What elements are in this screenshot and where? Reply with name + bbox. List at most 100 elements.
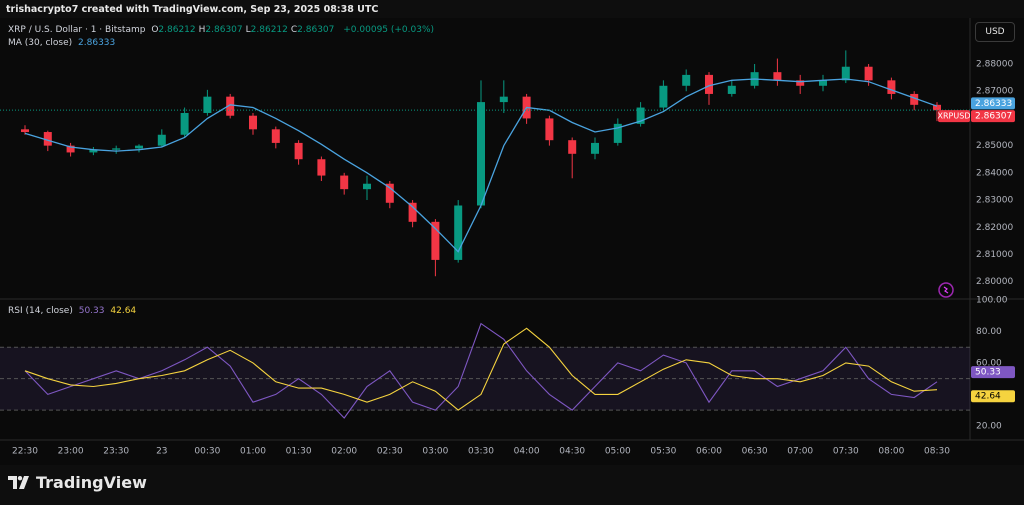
candle-body [499, 96, 508, 103]
symbol-legend: XRP / U.S. Dollar · 1 · Bitstamp O2.8621… [8, 25, 437, 35]
y-tick-label: 2.85000 [976, 141, 1013, 151]
candle-body [819, 80, 827, 86]
x-tick-label: 22:30 [12, 447, 38, 457]
y-tick-label: 60.00 [976, 358, 1002, 368]
y-tick-label: 80.00 [976, 327, 1002, 337]
ohlc-value: 2.86307 [205, 25, 243, 35]
candle-body [203, 96, 212, 113]
candle-body [568, 140, 577, 154]
candle-body [21, 129, 29, 133]
x-tick-label: 03:00 [422, 447, 448, 457]
y-tick-label: 100.00 [976, 296, 1008, 306]
candle-body [43, 132, 52, 146]
symbol: XRP / U.S. Dollar · 1 · Bitstamp [8, 25, 146, 35]
y-tick-label: 2.80000 [976, 277, 1013, 287]
value-box [971, 366, 1015, 379]
change: +0.00095 (+0.03%) [343, 25, 435, 35]
candle-body [477, 102, 485, 206]
y-tick-label: 2.82000 [976, 223, 1013, 233]
candle-body [385, 183, 394, 203]
ticker-label: XRPUSD [938, 112, 971, 121]
y-tick-label: 2.87000 [976, 87, 1013, 97]
alert-icon[interactable] [938, 282, 954, 298]
x-tick-label: 07:30 [833, 447, 859, 457]
rsi-title: RSI (14, close) [8, 306, 73, 316]
candle-body [89, 149, 98, 153]
x-tick-label: 04:30 [559, 447, 585, 457]
ticker-box [938, 110, 970, 123]
candle-body [112, 148, 121, 150]
ohlc-key: O [151, 25, 159, 35]
candle-body [910, 93, 919, 105]
currency-button[interactable]: USD [975, 22, 1015, 42]
candle-body [887, 80, 896, 94]
ohlc-key: H [198, 25, 206, 35]
ohlc-key: L [245, 25, 251, 35]
y-tick-label: 2.81000 [976, 250, 1013, 260]
y-tick-label: 2.83000 [976, 196, 1013, 206]
candle-body [226, 96, 235, 116]
candle-body [363, 183, 371, 190]
value-box [971, 390, 1015, 403]
ohlc: O2.86212 H2.86307 L2.86212 C2.86307 [151, 25, 337, 35]
ohlc-key: C [290, 25, 298, 35]
value-box [971, 97, 1015, 110]
candle-body [591, 142, 599, 154]
candle-body [796, 80, 805, 86]
x-tick-label: 23 [156, 447, 167, 457]
value-box-label: 2.86307 [975, 112, 1012, 122]
x-tick-label: 02:30 [377, 447, 403, 457]
candle-body [727, 85, 736, 94]
x-tick-label: 23:30 [103, 447, 129, 457]
value-box-label: 50.33 [975, 368, 1001, 378]
x-tick-label: 07:00 [787, 447, 813, 457]
candle-body [454, 205, 463, 260]
y-tick-label: 20.00 [976, 421, 1002, 431]
value-box-label: 2.86333 [975, 99, 1012, 109]
candle-body [340, 175, 349, 190]
x-tick-label: 00:30 [194, 447, 220, 457]
ma-name: MA (30, close) [8, 38, 73, 48]
x-tick-label: 01:00 [240, 447, 266, 457]
x-tick-label: 03:30 [468, 447, 494, 457]
rsi-last: 50.33 [78, 306, 105, 316]
ma-last: 2.86333 [78, 38, 116, 48]
candle-body [864, 66, 873, 81]
y-tick-label: 2.88000 [976, 60, 1013, 70]
x-tick-label: 08:30 [924, 447, 950, 457]
x-tick-label: 01:30 [286, 447, 312, 457]
rsi-line [24, 322, 938, 419]
ohlc-value: 2.86307 [297, 25, 335, 35]
ohlc-value: 2.86212 [158, 25, 196, 35]
brand-logo [8, 476, 29, 489]
candle-body [933, 104, 941, 111]
candle-body [682, 74, 691, 86]
x-tick-label: 05:00 [605, 447, 631, 457]
candle-body [66, 145, 75, 153]
ohlc-value: 2.86212 [250, 25, 288, 35]
candle-body [545, 118, 554, 141]
x-tick-label: 02:00 [331, 447, 357, 457]
candle-body [157, 134, 166, 146]
candle-body [705, 74, 713, 94]
chart-panel [0, 18, 1024, 465]
x-tick-label: 06:30 [742, 447, 768, 457]
x-tick-label: 06:00 [696, 447, 722, 457]
candle-body [135, 145, 143, 149]
value-box [971, 110, 1015, 123]
candle-body [613, 123, 622, 143]
x-tick-label: 05:30 [650, 447, 676, 457]
rsi-ma-last: 42.64 [110, 306, 137, 316]
brand: TradingView [36, 473, 147, 492]
moving-average [24, 78, 938, 253]
rsi-ma-line [24, 327, 938, 411]
candle-body [271, 129, 280, 143]
value-box-label: 42.64 [975, 392, 1001, 402]
candle-body [317, 159, 326, 176]
y-tick-label: 2.84000 [976, 168, 1013, 178]
candle-body [841, 66, 850, 81]
candle-body [180, 112, 189, 135]
candle-body [408, 202, 417, 222]
x-tick-label: 04:00 [514, 447, 540, 457]
